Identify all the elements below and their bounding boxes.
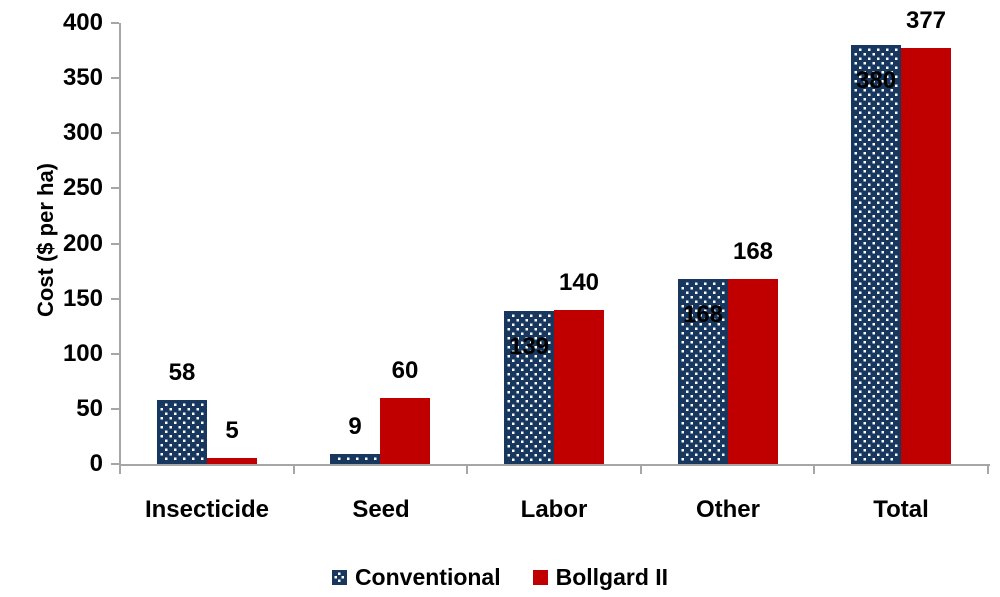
y-tick-label: 300 [62,119,103,146]
y-tick [111,298,119,300]
y-tick-label: 50 [76,395,103,422]
bar-bollgard-other [728,279,778,464]
legend-item-conventional: Conventional [331,563,501,591]
y-tick [111,408,119,410]
data-label-bollgard-insecticide: 5 [225,417,239,444]
category-label-total: Total [873,496,929,523]
bollgard-swatch-icon [532,569,548,585]
y-axis-line [119,23,121,466]
conventional-swatch-icon [331,569,347,585]
bar-bollgard-total [901,48,951,464]
legend-label-bollgard: Bollgard II [555,564,669,590]
y-tick-label: 250 [62,174,103,201]
data-label-bollgard-labor: 140 [558,269,600,296]
bar-conventional-labor [504,311,554,464]
data-label-bollgard-other: 168 [732,238,774,265]
category-label-seed: Seed [352,496,410,523]
data-label-conventional-other: 168 [682,301,724,328]
x-tick [119,466,121,474]
x-tick [466,466,468,474]
y-tick [111,187,119,189]
bar-bollgard-insecticide [207,458,257,464]
legend-item-bollgard: Bollgard II [532,563,669,591]
bar-conventional-total [851,45,901,464]
x-tick [293,466,295,474]
y-tick [111,243,119,245]
category-label-other: Other [695,496,760,523]
legend: Conventional Bollgard II [0,563,1000,591]
legend-label-conventional: Conventional [354,564,501,590]
y-tick-label: 350 [62,64,103,91]
x-tick [813,466,815,474]
category-label-labor: Labor [520,496,588,523]
data-label-bollgard-seed: 60 [391,357,419,384]
bar-conventional-seed [330,454,380,464]
bar-bollgard-seed [380,398,430,464]
y-tick [111,463,119,465]
x-axis-line [119,464,990,466]
x-tick [987,466,989,474]
data-label-bollgard-total: 377 [905,7,947,34]
data-label-conventional-insecticide: 58 [168,359,196,386]
bar-conventional-insecticide [157,400,207,464]
bar-bollgard-labor [554,310,604,464]
data-label-conventional-labor: 139 [508,333,550,360]
y-tick-label: 150 [62,285,103,312]
bar-conventional-other [678,279,728,464]
data-label-conventional-seed: 9 [348,413,362,440]
y-tick [111,77,119,79]
category-label-insecticide: Insecticide [144,496,270,523]
y-tick [111,353,119,355]
y-tick-label: 200 [62,230,103,257]
y-tick-label: 100 [62,340,103,367]
y-tick-label: 0 [89,450,103,477]
x-tick [640,466,642,474]
y-tick [111,132,119,134]
y-tick [111,22,119,24]
y-tick-label: 400 [62,9,103,36]
data-label-conventional-total: 380 [855,67,897,94]
